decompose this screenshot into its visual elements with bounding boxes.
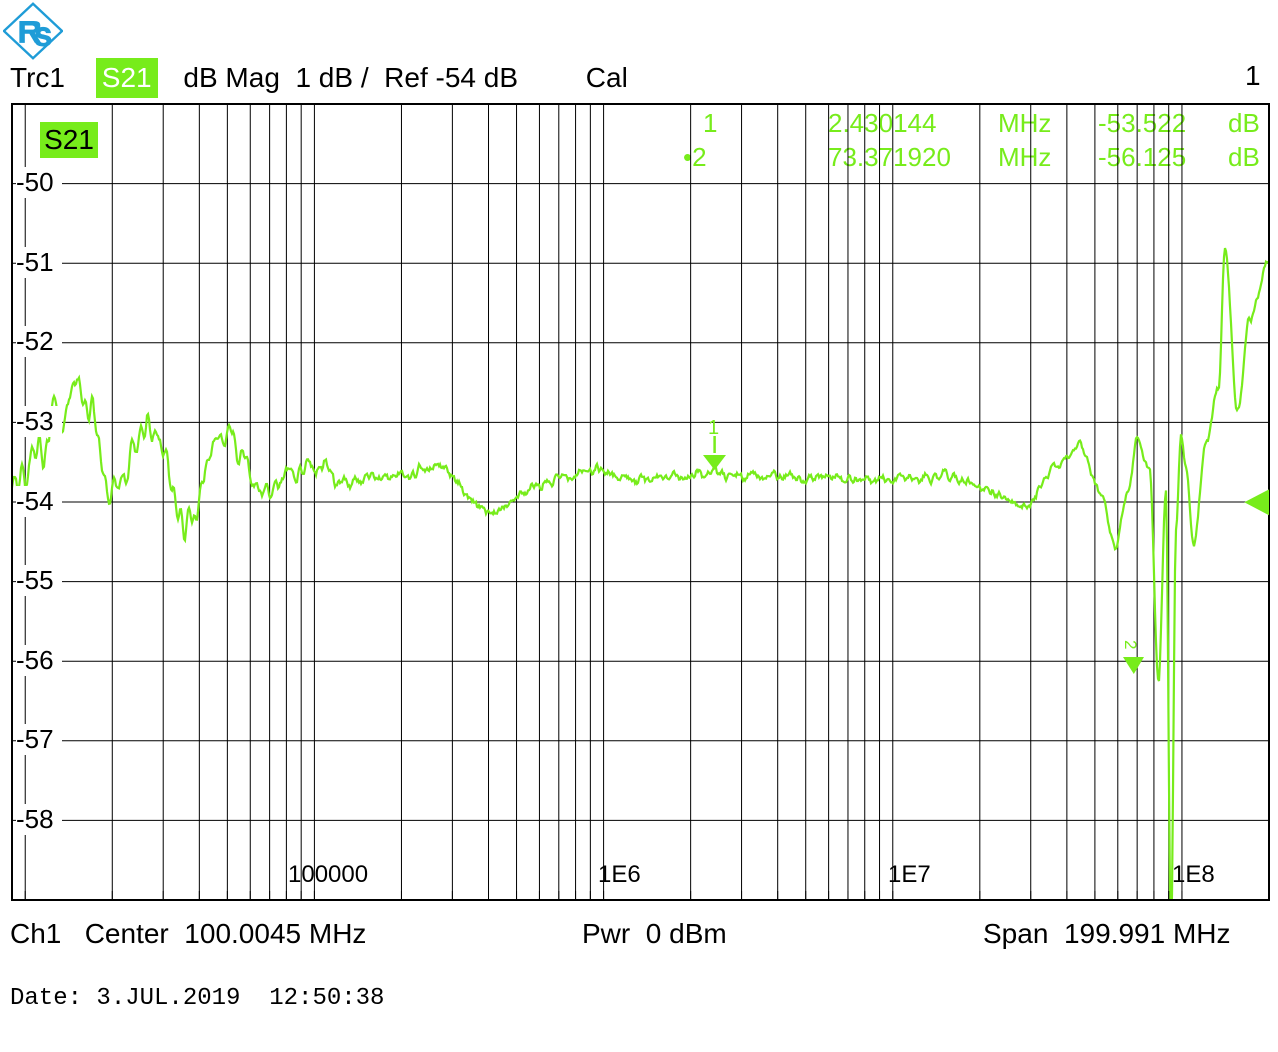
- svg-text:1: 1: [708, 417, 719, 439]
- svg-text:2: 2: [1121, 640, 1140, 649]
